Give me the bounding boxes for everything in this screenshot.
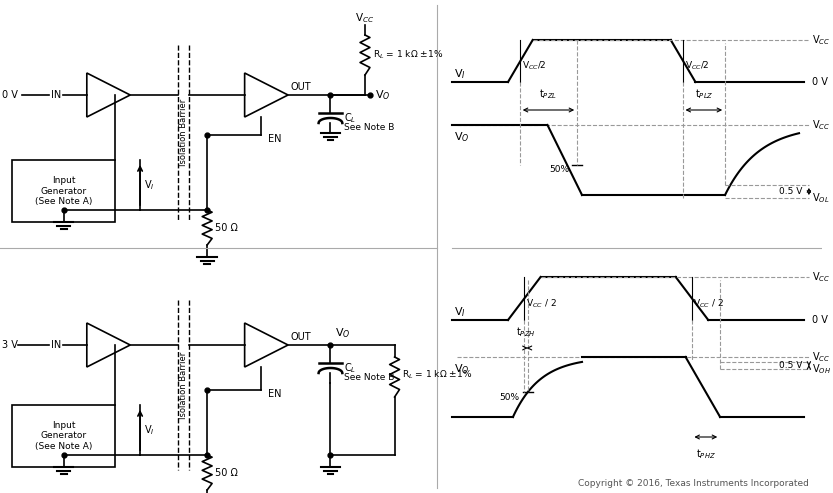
Text: 0 V: 0 V (2, 90, 17, 100)
Text: V$_{CC}$/2: V$_{CC}$/2 (685, 60, 710, 72)
Text: Input
Generator
(See Note A): Input Generator (See Note A) (35, 421, 92, 451)
Text: Copyright © 2016, Texas Instruments Incorporated: Copyright © 2016, Texas Instruments Inco… (578, 480, 809, 489)
Text: V$_{OH}$: V$_{OH}$ (812, 362, 831, 376)
Text: 50%: 50% (500, 392, 520, 401)
Text: V$_{OL}$: V$_{OL}$ (812, 191, 830, 205)
Text: IN: IN (52, 340, 62, 350)
Bar (12, 160, 116, 222)
Text: V$_O$: V$_O$ (375, 88, 391, 102)
Text: V$_{CC}$: V$_{CC}$ (812, 118, 830, 132)
Text: 3 V: 3 V (2, 340, 17, 350)
Text: Input
Generator
(See Note A): Input Generator (See Note A) (35, 176, 92, 206)
Text: 0 V: 0 V (812, 77, 828, 87)
Text: 50 Ω: 50 Ω (215, 223, 238, 233)
Text: V$_{CC}$: V$_{CC}$ (812, 270, 830, 284)
Text: 50%: 50% (549, 166, 569, 175)
Text: V$_I$: V$_I$ (144, 423, 155, 437)
Text: Isolation Barrier: Isolation Barrier (179, 99, 188, 166)
Text: EN: EN (268, 389, 282, 399)
Text: t$_{PZH}$: t$_{PZH}$ (516, 325, 536, 339)
Text: EN: EN (268, 134, 282, 144)
Text: V$_O$: V$_O$ (336, 326, 351, 340)
Text: Isolation Barrier: Isolation Barrier (179, 352, 188, 419)
Text: OUT: OUT (290, 82, 311, 92)
Text: C$_L$: C$_L$ (344, 361, 357, 375)
Text: V$_{CC}$/2: V$_{CC}$/2 (521, 60, 546, 72)
Text: V$_{CC}$: V$_{CC}$ (356, 11, 375, 25)
Text: V$_O$: V$_O$ (454, 362, 469, 376)
Text: OUT: OUT (290, 332, 311, 342)
Text: V$_O$: V$_O$ (454, 130, 469, 144)
Text: See Note B: See Note B (344, 124, 395, 133)
Text: V$_{CC}$ / 2: V$_{CC}$ / 2 (694, 298, 724, 310)
Text: V$_I$: V$_I$ (144, 178, 155, 192)
Text: V$_{CC}$ / 2: V$_{CC}$ / 2 (526, 298, 556, 310)
Text: IN: IN (52, 90, 62, 100)
Text: 0.5 V: 0.5 V (779, 361, 802, 371)
Text: V$_I$: V$_I$ (454, 67, 466, 81)
Text: V$_I$: V$_I$ (454, 305, 466, 319)
Text: R$_L$ = 1 kΩ ±1%: R$_L$ = 1 kΩ ±1% (373, 49, 443, 61)
Text: 0 V: 0 V (812, 315, 828, 325)
Text: t$_{PZL}$: t$_{PZL}$ (540, 87, 557, 101)
Bar (12, 405, 116, 467)
Text: V$_{CC}$: V$_{CC}$ (812, 350, 830, 364)
Text: See Note B: See Note B (344, 374, 395, 383)
Text: 50 Ω: 50 Ω (215, 468, 238, 478)
Text: t$_{PLZ}$: t$_{PLZ}$ (695, 87, 713, 101)
Text: 0.5 V: 0.5 V (779, 187, 802, 197)
Text: C$_L$: C$_L$ (344, 111, 357, 125)
Text: t$_{PHZ}$: t$_{PHZ}$ (696, 447, 716, 461)
Text: V$_{CC}$: V$_{CC}$ (812, 33, 830, 47)
Text: R$_L$ = 1 kΩ ±1%: R$_L$ = 1 kΩ ±1% (402, 369, 473, 381)
